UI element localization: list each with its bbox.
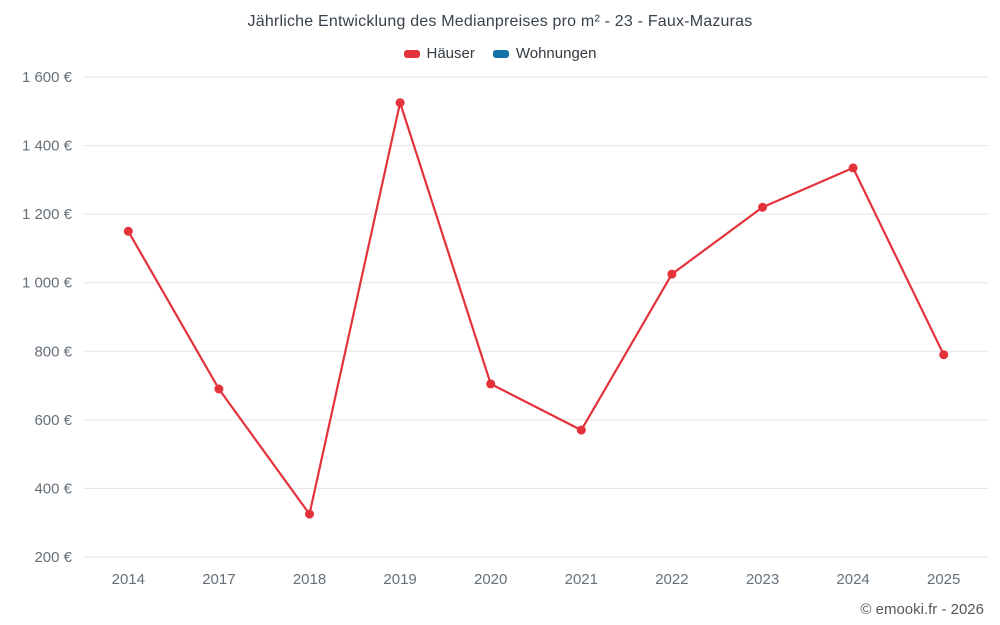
y-tick-label: 800 € [34, 343, 72, 360]
legend-label: Wohnungen [515, 45, 597, 62]
data-point-marker [939, 350, 949, 360]
x-tick-label: 2024 [836, 571, 869, 588]
series-line [127, 101, 945, 516]
data-point-marker [576, 425, 586, 435]
x-tick-label: 2019 [383, 571, 416, 588]
data-point-marker [848, 163, 858, 173]
data-point-marker [395, 98, 405, 108]
y-tick-label: 1 400 € [22, 138, 73, 155]
x-tick-label: 2025 [927, 571, 960, 588]
data-point-marker [486, 379, 496, 389]
legend-swatch [492, 49, 509, 58]
legend-swatch [403, 49, 420, 58]
y-tick-label: 600 € [34, 412, 72, 429]
x-tick-label: 2014 [112, 571, 145, 588]
y-tick-label: 400 € [34, 480, 72, 497]
x-tick-label: 2020 [474, 571, 507, 588]
x-tick-label: 2023 [746, 571, 779, 588]
legend-item[interactable]: Wohnungen [492, 45, 597, 62]
legend-label: Häuser [426, 45, 475, 62]
y-tick-label: 1 000 € [22, 275, 73, 292]
x-tick-label: 2021 [565, 571, 598, 588]
x-tick-label: 2022 [655, 571, 688, 588]
data-point-marker [667, 269, 677, 279]
y-tick-label: 1 200 € [22, 206, 73, 223]
data-point-marker [305, 509, 314, 519]
y-tick-label: 200 € [34, 549, 72, 566]
data-point-marker [214, 384, 224, 394]
chart-legend: Häuser Wohnungen [0, 45, 1000, 62]
chart-title: Jährliche Entwicklung des Medianpreises … [247, 13, 753, 30]
legend-item[interactable]: Häuser [403, 45, 475, 62]
data-point-marker [123, 226, 133, 236]
x-tick-label: 2018 [293, 571, 326, 588]
y-tick-label: 1 600 € [22, 69, 73, 86]
data-point-marker [758, 202, 767, 212]
chart-credit: © emooki.fr - 2026 [860, 601, 984, 618]
x-tick-label: 2017 [202, 571, 235, 588]
